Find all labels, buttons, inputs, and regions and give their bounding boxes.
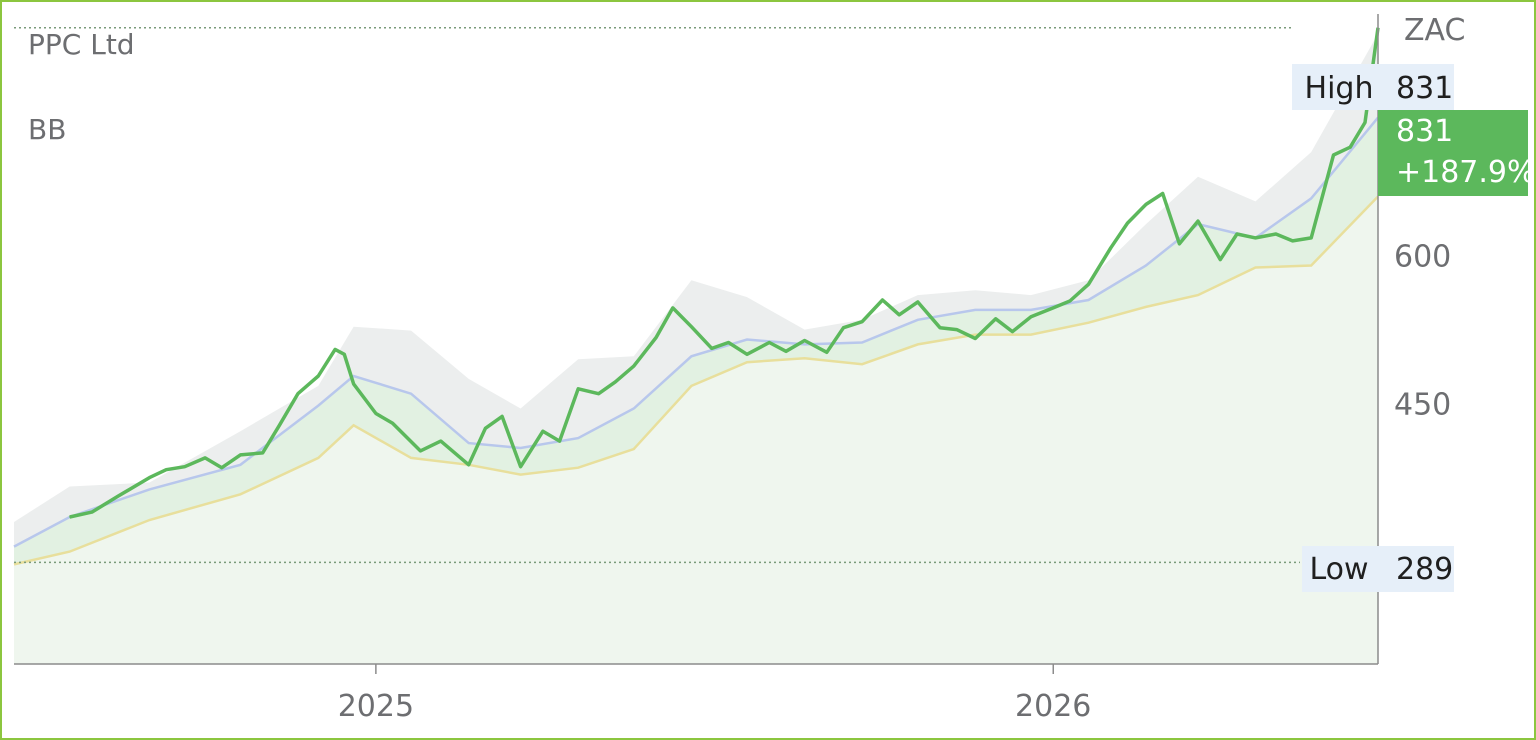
close-point: [1197, 220, 1199, 222]
close-point: [655, 336, 657, 339]
close-point: [484, 427, 486, 429]
close-point: [1110, 247, 1112, 249]
high-tag: High 831: [1292, 64, 1454, 110]
close-point: [353, 383, 355, 385]
close-point: [917, 301, 919, 303]
close-point: [542, 430, 544, 432]
series-lower-band-line: [13, 195, 1379, 566]
chart-overlay: PPC Ltd BB ZAC High 831 Low 289 831 +187…: [14, 13, 1536, 665]
close-point: [221, 467, 223, 469]
last-price-badge: 831 +187.9%: [1378, 110, 1536, 196]
close-point: [898, 314, 900, 316]
close-point: [1332, 154, 1335, 156]
price-series: [69, 27, 1380, 519]
chart-title: PPC Ltd: [28, 28, 135, 61]
close-point: [746, 353, 748, 355]
last-price-value: 831: [1396, 114, 1453, 149]
close-point: [375, 412, 377, 415]
close-point: [939, 327, 941, 329]
close-point: [440, 440, 442, 442]
close-point: [1087, 283, 1090, 285]
high-label: High: [1305, 71, 1374, 106]
close-point: [1275, 233, 1277, 235]
close-point: [727, 341, 730, 344]
close-point: [768, 341, 770, 344]
close-point: [861, 321, 863, 323]
close-point: [317, 375, 319, 377]
close-point: [392, 422, 394, 424]
indicator-label: BB: [28, 113, 66, 146]
close-point: [826, 351, 828, 353]
series-middle-band-line: [13, 116, 1379, 548]
close-point: [501, 415, 503, 417]
close-point: [239, 454, 241, 456]
x-tick-label: 2025: [338, 689, 414, 724]
low-tag: Low 289: [1302, 546, 1454, 592]
close-point: [91, 511, 93, 513]
low-value: 289: [1396, 552, 1453, 587]
close-point: [297, 393, 299, 395]
close-point: [1254, 237, 1257, 239]
close-point: [881, 299, 884, 301]
close-point: [117, 495, 119, 497]
x-tick-label: 2026: [1015, 689, 1091, 724]
close-point: [1364, 121, 1366, 124]
close-point: [1162, 192, 1164, 195]
currency-label: ZAC: [1404, 13, 1466, 48]
close-point: [343, 353, 345, 355]
high-tag-background: [1292, 64, 1454, 110]
close-point: [956, 329, 958, 331]
close-point: [520, 466, 522, 468]
low-label: Low: [1309, 552, 1368, 587]
y-tick-label: 600: [1394, 240, 1451, 275]
close-point: [1126, 222, 1129, 224]
close-point: [1069, 300, 1071, 302]
close-point: [711, 347, 713, 349]
close-point: [165, 469, 167, 471]
close-point: [1145, 203, 1147, 205]
close-point: [577, 388, 579, 390]
close-point: [1011, 331, 1014, 333]
close-point: [184, 466, 186, 468]
upper-band-fill: [14, 33, 1378, 547]
close-point: [672, 307, 674, 309]
close-point: [559, 440, 561, 442]
close-point: [148, 477, 151, 479]
close-point: [1236, 233, 1238, 235]
close-point: [842, 327, 845, 329]
close-point: [1310, 237, 1312, 239]
low-tag-background: [1302, 546, 1454, 592]
close-point: [785, 350, 787, 352]
close-point: [690, 326, 693, 328]
close-point: [262, 452, 264, 454]
close-point: [633, 365, 635, 367]
close-point: [1052, 307, 1054, 309]
close-point: [1219, 259, 1221, 261]
close-point: [995, 318, 997, 320]
close-point: [69, 516, 71, 518]
close-point: [1030, 316, 1032, 318]
y-tick-label: 450: [1394, 388, 1451, 423]
close-point: [974, 337, 976, 340]
close-point: [1178, 243, 1180, 245]
last-price-badge-background: [1378, 110, 1528, 196]
axis-labels: 450 600 2025 2026: [338, 240, 1452, 724]
close-point: [278, 424, 280, 426]
close-point: [804, 339, 806, 342]
close-point: [614, 381, 616, 383]
close-point: [598, 393, 600, 395]
bollinger-bands: [13, 33, 1379, 664]
last-price-change: +187.9%: [1396, 155, 1536, 190]
series-close-line: [69, 27, 1380, 519]
close-point: [468, 464, 470, 466]
high-value: 831: [1396, 71, 1453, 106]
close-point: [334, 348, 336, 350]
area-fill: [14, 196, 1378, 664]
close-point: [1292, 240, 1294, 242]
close-point: [1349, 146, 1351, 148]
close-point: [204, 457, 206, 459]
close-point: [419, 450, 421, 452]
